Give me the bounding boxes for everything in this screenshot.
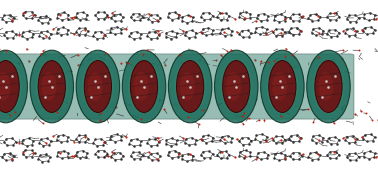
Ellipse shape: [0, 59, 22, 114]
Ellipse shape: [307, 50, 350, 123]
Ellipse shape: [122, 50, 166, 123]
Ellipse shape: [42, 72, 57, 101]
Ellipse shape: [76, 50, 119, 123]
Ellipse shape: [82, 59, 114, 114]
Ellipse shape: [0, 50, 27, 123]
Ellipse shape: [38, 61, 65, 112]
Ellipse shape: [88, 72, 103, 101]
Ellipse shape: [312, 59, 345, 114]
Ellipse shape: [266, 59, 299, 114]
Ellipse shape: [0, 72, 11, 101]
Ellipse shape: [36, 59, 68, 114]
Ellipse shape: [180, 72, 195, 101]
Ellipse shape: [214, 50, 258, 123]
Ellipse shape: [315, 61, 342, 112]
Ellipse shape: [220, 59, 253, 114]
Ellipse shape: [30, 50, 73, 123]
Ellipse shape: [168, 50, 212, 123]
Ellipse shape: [318, 72, 333, 101]
Ellipse shape: [269, 61, 296, 112]
Ellipse shape: [272, 72, 287, 101]
Ellipse shape: [130, 61, 158, 112]
Ellipse shape: [177, 61, 204, 112]
Ellipse shape: [174, 59, 206, 114]
FancyBboxPatch shape: [0, 54, 354, 119]
Ellipse shape: [226, 72, 241, 101]
Ellipse shape: [134, 72, 149, 101]
Ellipse shape: [0, 61, 19, 112]
Ellipse shape: [260, 50, 304, 123]
Ellipse shape: [84, 61, 112, 112]
Ellipse shape: [128, 59, 160, 114]
Ellipse shape: [223, 61, 250, 112]
